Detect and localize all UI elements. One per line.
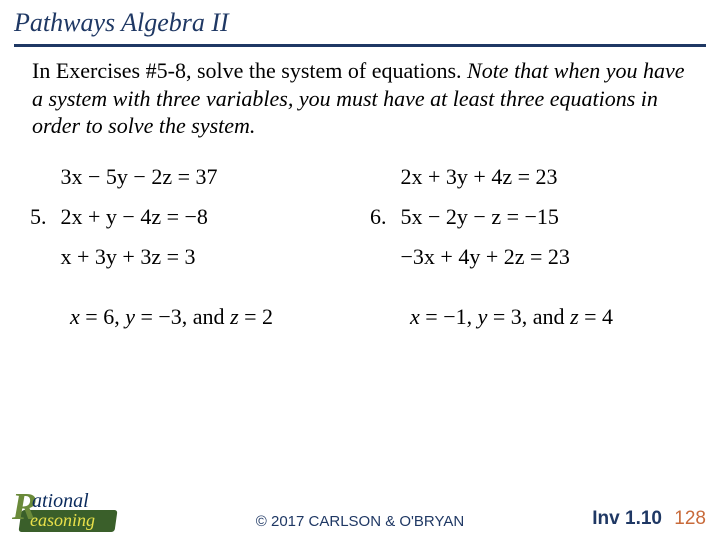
instructions: In Exercises #5-8, solve the system of e… [0, 47, 720, 140]
equation-system: 3x − 5y − 2z = 37 2x + y − 4z = −8 x + 3… [61, 164, 218, 270]
inv-label: Inv 1.10 [592, 508, 662, 530]
problems-row: 5. 3x − 5y − 2z = 37 2x + y − 4z = −8 x … [0, 140, 720, 270]
answer-5: x = 6, y = −3, and z = 2 [20, 304, 360, 330]
equation: 2x + 3y + 4z = 23 [401, 164, 570, 190]
slide-header: Pathways Algebra II [0, 0, 720, 42]
problem-5: 5. 3x − 5y − 2z = 37 2x + y − 4z = −8 x … [20, 164, 360, 270]
equation: −3x + 4y + 2z = 23 [401, 244, 570, 270]
instructions-lead: In Exercises #5-8, solve the system of e… [32, 58, 467, 83]
rational-reasoning-logo: R ational easoning [14, 490, 124, 536]
page-number: 128 [674, 508, 706, 530]
equation: 2x + y − 4z = −8 [61, 204, 218, 230]
equation-system: 2x + 3y + 4z = 23 5x − 2y − z = −15 −3x … [401, 164, 570, 270]
equation: x + 3y + 3z = 3 [61, 244, 218, 270]
logo-line2: easoning [30, 510, 95, 531]
equation: 5x − 2y − z = −15 [401, 204, 570, 230]
problem-number: 5. [20, 204, 47, 230]
answer-6: x = −1, y = 3, and z = 4 [360, 304, 700, 330]
problem-number: 6. [360, 204, 387, 230]
slide-footer: R ational easoning © 2017 CARLSON & O'BR… [0, 486, 720, 540]
answers-row: x = 6, y = −3, and z = 2 x = −1, y = 3, … [0, 270, 720, 330]
problem-6: 6. 2x + 3y + 4z = 23 5x − 2y − z = −15 −… [360, 164, 700, 270]
page-title: Pathways Algebra II [14, 8, 706, 38]
equation: 3x − 5y − 2z = 37 [61, 164, 218, 190]
copyright: © 2017 CARLSON & O'BRYAN [256, 513, 464, 530]
